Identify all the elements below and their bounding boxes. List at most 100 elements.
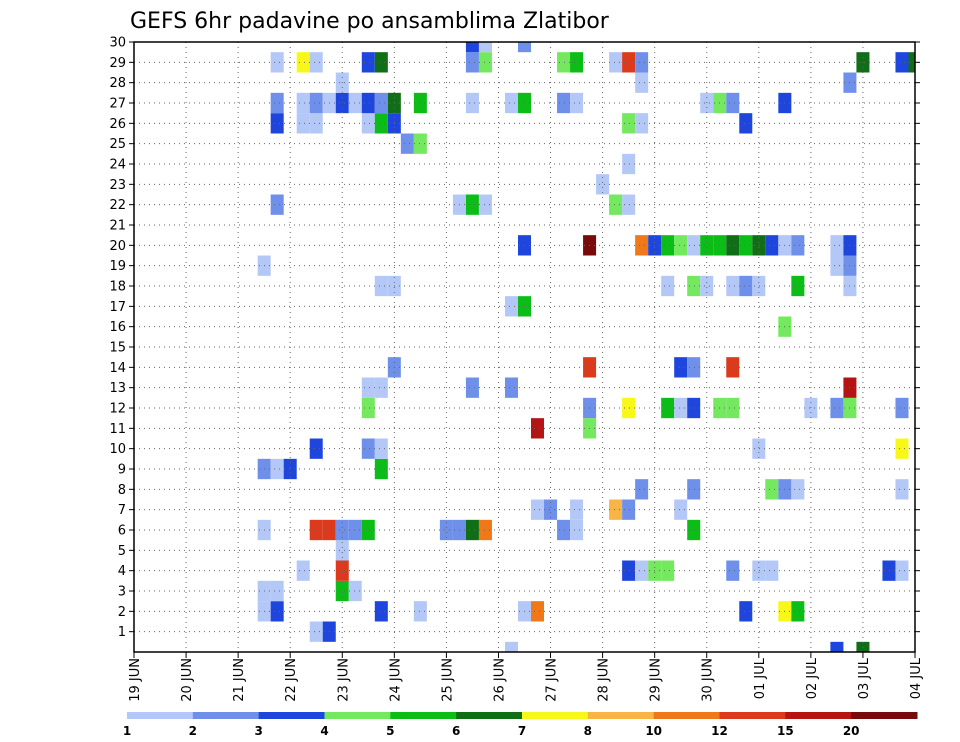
heatmap-cell: [609, 52, 623, 73]
heatmap-cell: [374, 438, 388, 459]
heatmap-cell: [687, 275, 701, 297]
y-tick-label: 17: [109, 300, 126, 315]
colorbar-label: 10: [645, 724, 662, 738]
heatmap-cell: [895, 438, 909, 459]
heatmap-cell: [309, 438, 323, 459]
y-tick-label: 11: [109, 422, 126, 437]
heatmap-cell: [270, 580, 284, 602]
y-tick-label: 6: [118, 524, 126, 539]
heatmap-cell: [765, 235, 779, 256]
heatmap-cell: [726, 92, 740, 114]
heatmap-cell: [478, 42, 492, 53]
heatmap-cell: [335, 519, 349, 541]
chart-title: GEFS 6hr padavine po ansamblima Zlatibor: [130, 9, 610, 34]
heatmap-cell: [609, 499, 623, 520]
y-tick-label: 9: [118, 463, 126, 478]
y-tick-label: 1: [118, 625, 126, 640]
x-tick-label: 24 JUN: [388, 658, 403, 702]
x-tick-label: 25 JUN: [440, 658, 455, 702]
heatmap-cell: [856, 641, 870, 652]
heatmap-cell: [413, 133, 427, 154]
heatmap-cell: [765, 560, 779, 581]
heatmap-cell: [895, 397, 909, 419]
heatmap-cell: [622, 194, 636, 215]
heatmap-cell: [465, 52, 479, 73]
heatmap-cell: [609, 194, 623, 215]
colorbar-label: 6: [452, 724, 460, 738]
heatmap-cell: [374, 377, 388, 398]
heatmap-cell: [596, 174, 610, 195]
heatmap-cell: [335, 560, 349, 581]
heatmap-cell: [739, 601, 753, 622]
heatmap-cell: [270, 458, 284, 480]
heatmap-cell: [348, 92, 362, 114]
colorbar-swatch: [522, 712, 589, 719]
heatmap-cell: [635, 113, 649, 134]
x-tick-label: 30 JUN: [701, 658, 716, 702]
y-tick-label: 26: [109, 117, 126, 132]
y-tick-label: 25: [109, 137, 126, 152]
heatmap-cell: [622, 499, 636, 520]
heatmap-cell: [674, 499, 688, 520]
x-axis: 19 JUN 20 JUN 21 JUN 22 JUN 23 JUN 24 JUN 25 J…: [128, 652, 924, 702]
colorbar-label: 2: [189, 724, 197, 738]
y-tick-label: 12: [109, 402, 126, 417]
heatmap-cell: [374, 601, 388, 622]
heatmap-cell: [465, 92, 479, 114]
heatmap-cell: [348, 519, 362, 541]
colorbar-label: 15: [777, 724, 794, 738]
heatmap-cell: [791, 601, 805, 622]
heatmap-cell: [622, 397, 636, 419]
colorbar-swatch: [456, 712, 523, 719]
heatmap-cell: [739, 235, 753, 256]
heatmap-cell: [270, 601, 284, 622]
heatmap-cell: [309, 621, 323, 642]
heatmap-cell: [622, 113, 636, 134]
y-tick-label: 28: [109, 76, 126, 91]
heatmap-cell: [791, 479, 805, 500]
heatmap-cell: [726, 235, 740, 256]
heatmap-cell: [296, 92, 310, 114]
heatmap-cell: [531, 601, 545, 622]
colorbar-label: 8: [584, 724, 592, 738]
heatmap-cell: [674, 357, 688, 378]
heatmap-cell: [309, 92, 323, 114]
heatmap-cell: [400, 133, 414, 154]
y-tick-label: 7: [118, 503, 126, 518]
heatmap-cell: [752, 275, 766, 297]
heatmap-cell: [270, 92, 284, 114]
heatmap-cell: [791, 235, 805, 256]
heatmap-cell: [661, 275, 675, 297]
heatmap-cell: [635, 560, 649, 581]
heatmap-cell: [726, 357, 740, 378]
colorbar-swatch: [587, 712, 655, 719]
colorbar-swatch: [390, 712, 457, 719]
colorbar-label: 1: [123, 724, 131, 738]
heatmap-cell: [309, 519, 323, 541]
heatmap-cell: [635, 235, 649, 256]
heatmap-cell: [335, 540, 349, 561]
heatmap-cell: [570, 92, 584, 114]
heatmap-cell: [465, 42, 479, 53]
x-tick-label: 04 JUL: [909, 657, 924, 699]
heatmap-cell: [635, 72, 649, 93]
y-tick-label: 29: [109, 56, 126, 71]
heatmap-cell: [374, 52, 388, 73]
x-tick-label: 02 JUL: [805, 657, 820, 699]
heatmap-cell: [687, 357, 701, 378]
heatmap-cell: [700, 275, 714, 297]
heatmap-cell: [700, 235, 714, 256]
heatmap-cell: [374, 458, 388, 480]
heatmap-cell: [635, 479, 649, 500]
heatmap-cell: [726, 397, 740, 419]
colorbar-label: 3: [254, 724, 262, 738]
colorbar-swatch: [851, 712, 918, 719]
y-tick-label: 19: [109, 259, 126, 274]
heatmap-cell: [622, 153, 636, 175]
heatmap-cell: [752, 235, 766, 256]
heatmap-cell: [504, 641, 518, 652]
heatmap-cell: [283, 458, 297, 480]
x-tick-label: 22 JUN: [284, 658, 299, 702]
heatmap-cell: [413, 92, 427, 114]
heatmap-cell: [296, 52, 310, 73]
